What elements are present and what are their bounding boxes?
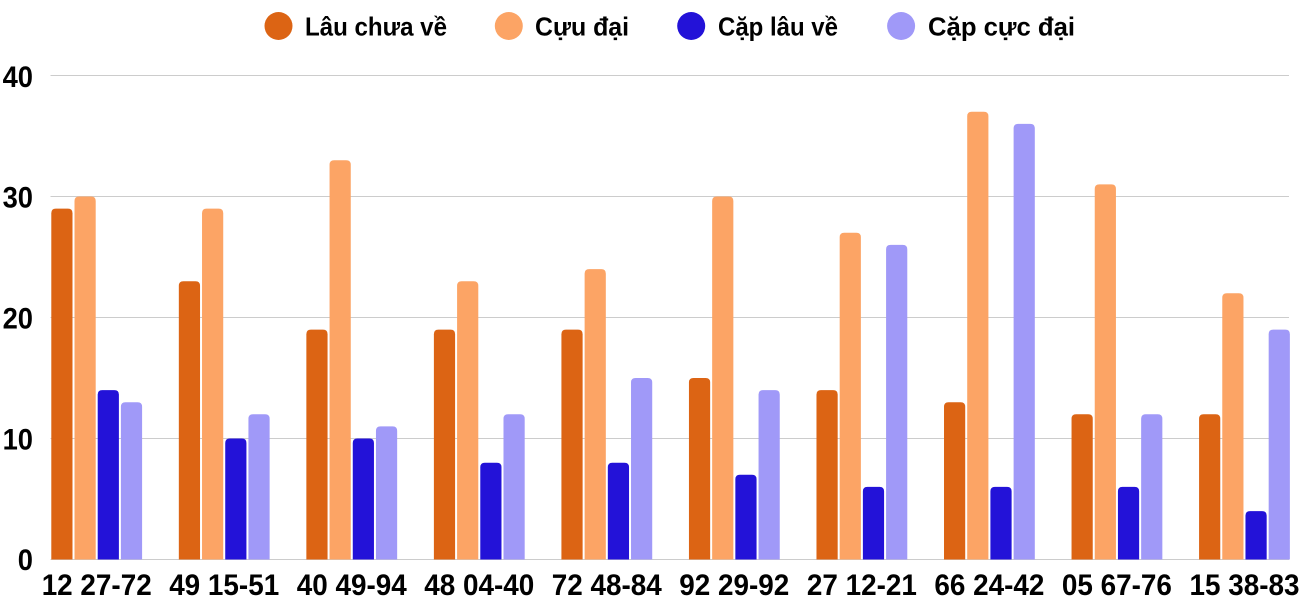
- svg-text:20: 20: [3, 303, 33, 336]
- svg-text:10: 10: [3, 423, 33, 456]
- svg-text:27 12-21: 27 12-21: [807, 569, 917, 600]
- svg-text:12 27-72: 12 27-72: [42, 569, 152, 600]
- svg-text:40 49-94: 40 49-94: [297, 569, 407, 600]
- svg-text:Lâu chưa về: Lâu chưa về: [305, 12, 447, 42]
- svg-text:30: 30: [3, 182, 33, 215]
- svg-text:Cặp cực đại: Cặp cực đại: [928, 12, 1075, 42]
- svg-text:15 38-83: 15 38-83: [1190, 569, 1300, 600]
- svg-text:0: 0: [18, 544, 33, 577]
- svg-text:Cựu đại: Cựu đại: [535, 12, 629, 42]
- svg-text:48 04-40: 48 04-40: [424, 569, 534, 600]
- svg-text:72 48-84: 72 48-84: [552, 569, 662, 600]
- svg-text:92 29-92: 92 29-92: [679, 569, 789, 600]
- svg-text:40: 40: [3, 61, 33, 94]
- svg-text:Cặp lâu về: Cặp lâu về: [718, 12, 838, 42]
- svg-text:66 24-42: 66 24-42: [934, 569, 1044, 600]
- svg-text:49 15-51: 49 15-51: [169, 569, 279, 600]
- svg-text:05 67-76: 05 67-76: [1062, 569, 1172, 600]
